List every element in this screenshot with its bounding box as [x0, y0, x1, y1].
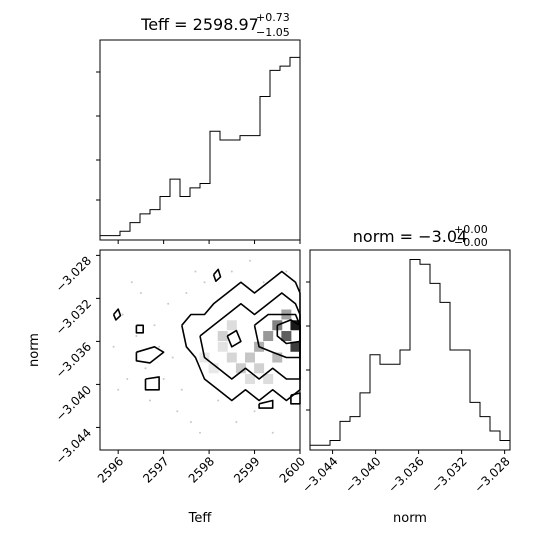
scatter-point-4 — [135, 335, 138, 338]
density-cell-0 — [217, 341, 228, 352]
scatter-point-2 — [121, 313, 124, 316]
scatter-point-22 — [203, 281, 206, 284]
scatter-point-27 — [117, 388, 120, 391]
density-cell-11 — [272, 352, 283, 363]
scatter-point-15 — [235, 421, 238, 424]
scatter-point-1 — [139, 292, 142, 295]
teff-title-main: Teff = 2598.97 — [140, 15, 259, 34]
density-cell-18 — [263, 374, 274, 385]
density-panel: 2596 2597 2598 2599 2600 −3.028−3.032−3.036−… — [27, 249, 308, 526]
scatter-point-11 — [176, 410, 179, 413]
teff-title-lower: −1.05 — [256, 26, 290, 39]
contour-5 — [135, 324, 144, 334]
norm-histogram-line — [309, 259, 511, 450]
scatter-point-16 — [253, 410, 256, 413]
teff-histogram-line — [99, 56, 301, 240]
scatter-point-0 — [130, 281, 133, 284]
norm-xtick-label-2: −3.036 — [385, 454, 426, 495]
scatter-point-21 — [230, 270, 233, 273]
scatter-point-26 — [112, 345, 115, 348]
density-cell-16 — [245, 352, 255, 363]
scatter-point-9 — [180, 388, 183, 391]
density-cell-17 — [254, 363, 265, 374]
density-cell-3 — [245, 374, 255, 385]
density-cell-9 — [290, 341, 301, 352]
density-xtick-label-3: 2599 — [231, 454, 262, 485]
contour-9 — [258, 399, 274, 409]
scatter-point-25 — [126, 378, 129, 381]
density-xtick-label-2: 2598 — [186, 454, 217, 485]
teff-title: Teff = 2598.97 — [140, 15, 259, 34]
teff-histogram-panel: Teff = 2598.97 +0.73 −1.05 — [96, 11, 301, 244]
density-cell-15 — [208, 363, 219, 374]
density-cell-8 — [290, 320, 301, 331]
scatter-point-3 — [153, 324, 156, 327]
density-cell-6 — [272, 320, 283, 331]
scatter-point-29 — [262, 281, 265, 284]
density-yticks: −3.028−3.032−3.036−3.040−3.044 — [53, 254, 100, 467]
density-frame — [99, 249, 301, 451]
scatter-point-6 — [171, 356, 174, 359]
norm-title-main: norm = −3.04 — [353, 227, 467, 246]
density-ytick-label-3: −3.040 — [53, 383, 94, 424]
norm-xtick-label-1: −3.040 — [342, 454, 383, 495]
teff-histogram-yticks — [96, 71, 100, 201]
scatter-point-7 — [144, 367, 147, 370]
norm-histogram-yticks — [306, 281, 310, 411]
scatter-point-19 — [285, 270, 288, 273]
norm-xtick-label-3: −3.032 — [428, 454, 469, 495]
norm-xtick-label-4: −3.028 — [471, 454, 512, 495]
density-cell-7 — [281, 331, 292, 342]
x-axis-label-teff: Teff — [188, 511, 213, 526]
norm-histogram-frame — [309, 249, 511, 451]
density-cell-1 — [226, 352, 237, 363]
contour-7 — [112, 308, 122, 321]
density-ytick-label-2: −3.036 — [53, 340, 94, 381]
scatter-point-14 — [217, 399, 220, 402]
scatter-point-10 — [149, 399, 151, 402]
teff-title-upper: +0.73 — [256, 11, 290, 24]
norm-title-lower: −0.00 — [454, 236, 488, 249]
scatter-point-23 — [185, 292, 188, 295]
x-axis-label-norm: norm — [393, 511, 427, 526]
scatter-point-17 — [271, 431, 274, 434]
density-cell-12 — [217, 331, 228, 342]
teff-histogram-xticks — [117, 240, 301, 244]
norm-histogram-panel: norm = −3.04 +0.00 −0.00 −3.044 −3.040 −3.… — [299, 223, 512, 526]
contour-8 — [212, 268, 222, 283]
density-xtick-label-0: 2596 — [95, 454, 126, 485]
density-ytick-label-4: −3.044 — [53, 426, 94, 467]
scatter-point-24 — [167, 302, 170, 305]
scatter-point-20 — [249, 259, 251, 262]
y-axis-label-norm: norm — [27, 333, 42, 367]
norm-xtick-label-0: −3.044 — [299, 454, 340, 495]
contour-11 — [226, 329, 242, 348]
scatter-point-5 — [158, 345, 161, 348]
density-xticks: 2596 2597 2598 2599 2600 — [95, 450, 308, 486]
scatter-point-8 — [162, 378, 165, 381]
scatter-point-12 — [189, 421, 192, 424]
scatter-point-28 — [194, 270, 197, 273]
contour-4 — [135, 345, 165, 364]
density-ytick-label-1: −3.032 — [53, 297, 94, 338]
density-ytick-label-0: −3.028 — [53, 254, 94, 295]
norm-histogram-xticks: −3.044 −3.040 −3.036 −3.032 −3.028 — [299, 450, 513, 496]
norm-title-upper: +0.00 — [454, 223, 488, 236]
density-cell-2 — [235, 363, 246, 374]
norm-title: norm = −3.04 — [353, 227, 467, 246]
scatter-point-13 — [199, 431, 201, 434]
density-cell-5 — [263, 331, 274, 342]
density-cell-13 — [226, 320, 237, 331]
contour-6 — [144, 376, 160, 391]
density-xtick-label-1: 2597 — [140, 454, 171, 485]
